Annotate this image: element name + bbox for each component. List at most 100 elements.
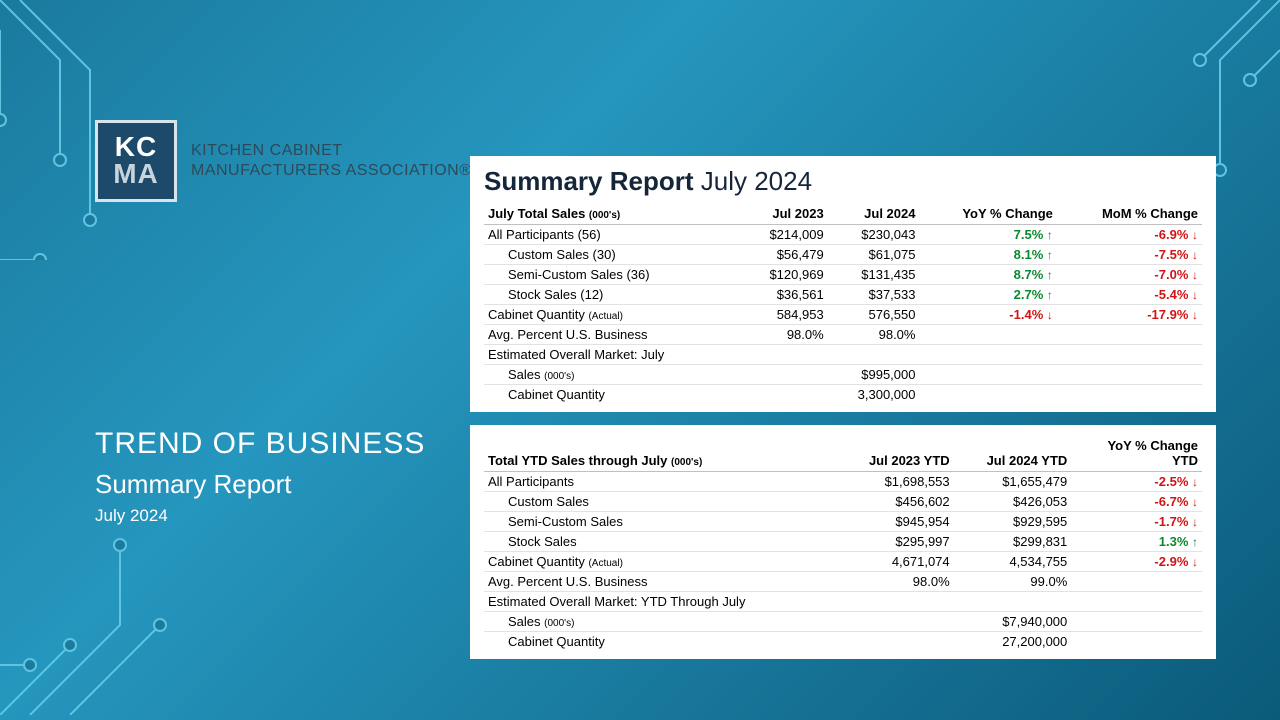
value-cell: $120,969 bbox=[741, 265, 828, 285]
decoration-circuit-bottom-left bbox=[0, 495, 260, 720]
value-cell: $214,009 bbox=[741, 225, 828, 245]
value-cell bbox=[828, 345, 920, 365]
change-cell: 8.1% ↑ bbox=[919, 245, 1056, 265]
value-cell: $7,940,000 bbox=[954, 612, 1072, 632]
value-cell bbox=[836, 612, 954, 632]
row-label: Avg. Percent U.S. Business bbox=[484, 572, 836, 592]
col-2024-ytd: Jul 2024 YTD bbox=[954, 435, 1072, 472]
value-cell: $295,997 bbox=[836, 532, 954, 552]
value-cell: 98.0% bbox=[741, 325, 828, 345]
change-cell: -17.9% ↓ bbox=[1057, 305, 1202, 325]
col-yoy-ytd: YoY % ChangeYTD bbox=[1071, 435, 1202, 472]
table-row: Avg. Percent U.S. Business98.0%98.0% bbox=[484, 325, 1202, 345]
row-label: Cabinet Quantity (Actual) bbox=[484, 552, 836, 572]
table-row: Stock Sales$295,997$299,8311.3% ↑ bbox=[484, 532, 1202, 552]
logo-text: KITCHEN CABINET MANUFACTURERS ASSOCIATIO… bbox=[191, 141, 472, 181]
col-2023-ytd: Jul 2023 YTD bbox=[836, 435, 954, 472]
row-label: Avg. Percent U.S. Business bbox=[484, 325, 741, 345]
col-yoy: YoY % Change bbox=[919, 203, 1056, 225]
value-cell: $37,533 bbox=[828, 285, 920, 305]
row-label: Stock Sales bbox=[484, 532, 836, 552]
row-label: All Participants (56) bbox=[484, 225, 741, 245]
value-cell: 576,550 bbox=[828, 305, 920, 325]
change-cell: 7.5% ↑ bbox=[919, 225, 1056, 245]
row-label: Custom Sales bbox=[484, 492, 836, 512]
value-cell bbox=[836, 632, 954, 652]
change-cell: -2.9% ↓ bbox=[1071, 552, 1202, 572]
col-mom: MoM % Change bbox=[1057, 203, 1202, 225]
logo-line2: MANUFACTURERS ASSOCIATION® bbox=[191, 161, 472, 181]
page-title: TREND OF BUSINESS bbox=[95, 427, 425, 461]
page-subtitle: Summary Report bbox=[95, 469, 425, 500]
value-cell: $299,831 bbox=[954, 532, 1072, 552]
summary-report-panel-ytd: Total YTD Sales through July (000's) Jul… bbox=[470, 425, 1216, 659]
monthly-table: July Total Sales (000's) Jul 2023 Jul 20… bbox=[484, 203, 1202, 404]
table-row: Stock Sales (12)$36,561$37,5332.7% ↑-5.4… bbox=[484, 285, 1202, 305]
value-cell: $131,435 bbox=[828, 265, 920, 285]
change-cell: -7.0% ↓ bbox=[1057, 265, 1202, 285]
row-label: Semi-Custom Sales (36) bbox=[484, 265, 741, 285]
table-row: Avg. Percent U.S. Business98.0%99.0% bbox=[484, 572, 1202, 592]
table-row: Custom Sales$456,602$426,053-6.7% ↓ bbox=[484, 492, 1202, 512]
org-logo: KC MA KITCHEN CABINET MANUFACTURERS ASSO… bbox=[95, 120, 472, 202]
table-row: Sales (000's) $7,940,000 bbox=[484, 612, 1202, 632]
ytd-table: Total YTD Sales through July (000's) Jul… bbox=[484, 435, 1202, 651]
value-cell bbox=[836, 592, 954, 612]
summary-report-panel-monthly: Summary Report July 2024 July Total Sale… bbox=[470, 156, 1216, 412]
row-label: Cabinet Quantity bbox=[484, 385, 741, 405]
value-cell bbox=[741, 385, 828, 405]
row-label: Sales (000's) bbox=[484, 365, 741, 385]
table-row: Semi-Custom Sales$945,954$929,595-1.7% ↓ bbox=[484, 512, 1202, 532]
logo-abbr-top: KC bbox=[115, 134, 157, 161]
col-section: July Total Sales (000's) bbox=[484, 203, 741, 225]
value-cell bbox=[741, 345, 828, 365]
table-row: Estimated Overall Market: YTD Through Ju… bbox=[484, 592, 1202, 612]
change-cell: -5.4% ↓ bbox=[1057, 285, 1202, 305]
table-row: Cabinet Quantity (Actual)4,671,0744,534,… bbox=[484, 552, 1202, 572]
logo-line1: KITCHEN CABINET bbox=[191, 141, 472, 161]
row-label: All Participants bbox=[484, 472, 836, 492]
value-cell: 98.0% bbox=[828, 325, 920, 345]
table-row: Semi-Custom Sales (36)$120,969$131,4358.… bbox=[484, 265, 1202, 285]
value-cell: $426,053 bbox=[954, 492, 1072, 512]
logo-abbr-bottom: MA bbox=[113, 161, 159, 188]
table-row: Custom Sales (30)$56,479$61,0758.1% ↑-7.… bbox=[484, 245, 1202, 265]
report-title-light: July 2024 bbox=[701, 166, 812, 196]
value-cell: $61,075 bbox=[828, 245, 920, 265]
value-cell: 99.0% bbox=[954, 572, 1072, 592]
value-cell: $995,000 bbox=[828, 365, 920, 385]
change-cell: -2.5% ↓ bbox=[1071, 472, 1202, 492]
col-section: Total YTD Sales through July (000's) bbox=[484, 435, 836, 472]
col-jul-2023: Jul 2023 bbox=[741, 203, 828, 225]
value-cell: 98.0% bbox=[836, 572, 954, 592]
row-label: Semi-Custom Sales bbox=[484, 512, 836, 532]
change-cell: -6.9% ↓ bbox=[1057, 225, 1202, 245]
table-row: All Participants (56)$214,009$230,0437.5… bbox=[484, 225, 1202, 245]
value-cell: 584,953 bbox=[741, 305, 828, 325]
value-cell: $230,043 bbox=[828, 225, 920, 245]
value-cell: $1,698,553 bbox=[836, 472, 954, 492]
page-date: July 2024 bbox=[95, 506, 425, 526]
report-title: Summary Report July 2024 bbox=[484, 166, 1202, 197]
value-cell: 4,671,074 bbox=[836, 552, 954, 572]
row-label: Custom Sales (30) bbox=[484, 245, 741, 265]
row-label: Sales (000's) bbox=[484, 612, 836, 632]
change-cell: -1.7% ↓ bbox=[1071, 512, 1202, 532]
table-row: All Participants$1,698,553$1,655,479-2.5… bbox=[484, 472, 1202, 492]
change-cell: 2.7% ↑ bbox=[919, 285, 1056, 305]
value-cell: $36,561 bbox=[741, 285, 828, 305]
value-cell: $456,602 bbox=[836, 492, 954, 512]
change-cell: 8.7% ↑ bbox=[919, 265, 1056, 285]
col-jul-2024: Jul 2024 bbox=[828, 203, 920, 225]
value-cell: $945,954 bbox=[836, 512, 954, 532]
change-cell: -7.5% ↓ bbox=[1057, 245, 1202, 265]
table-row: Cabinet Quantity27,200,000 bbox=[484, 632, 1202, 652]
row-label: Cabinet Quantity bbox=[484, 632, 836, 652]
change-cell: 1.3% ↑ bbox=[1071, 532, 1202, 552]
table-row: Estimated Overall Market: July bbox=[484, 345, 1202, 365]
table-row: Cabinet Quantity3,300,000 bbox=[484, 385, 1202, 405]
title-block: TREND OF BUSINESS Summary Report July 20… bbox=[95, 427, 425, 526]
value-cell: $1,655,479 bbox=[954, 472, 1072, 492]
row-label: Cabinet Quantity (Actual) bbox=[484, 305, 741, 325]
change-cell: -1.4% ↓ bbox=[919, 305, 1056, 325]
